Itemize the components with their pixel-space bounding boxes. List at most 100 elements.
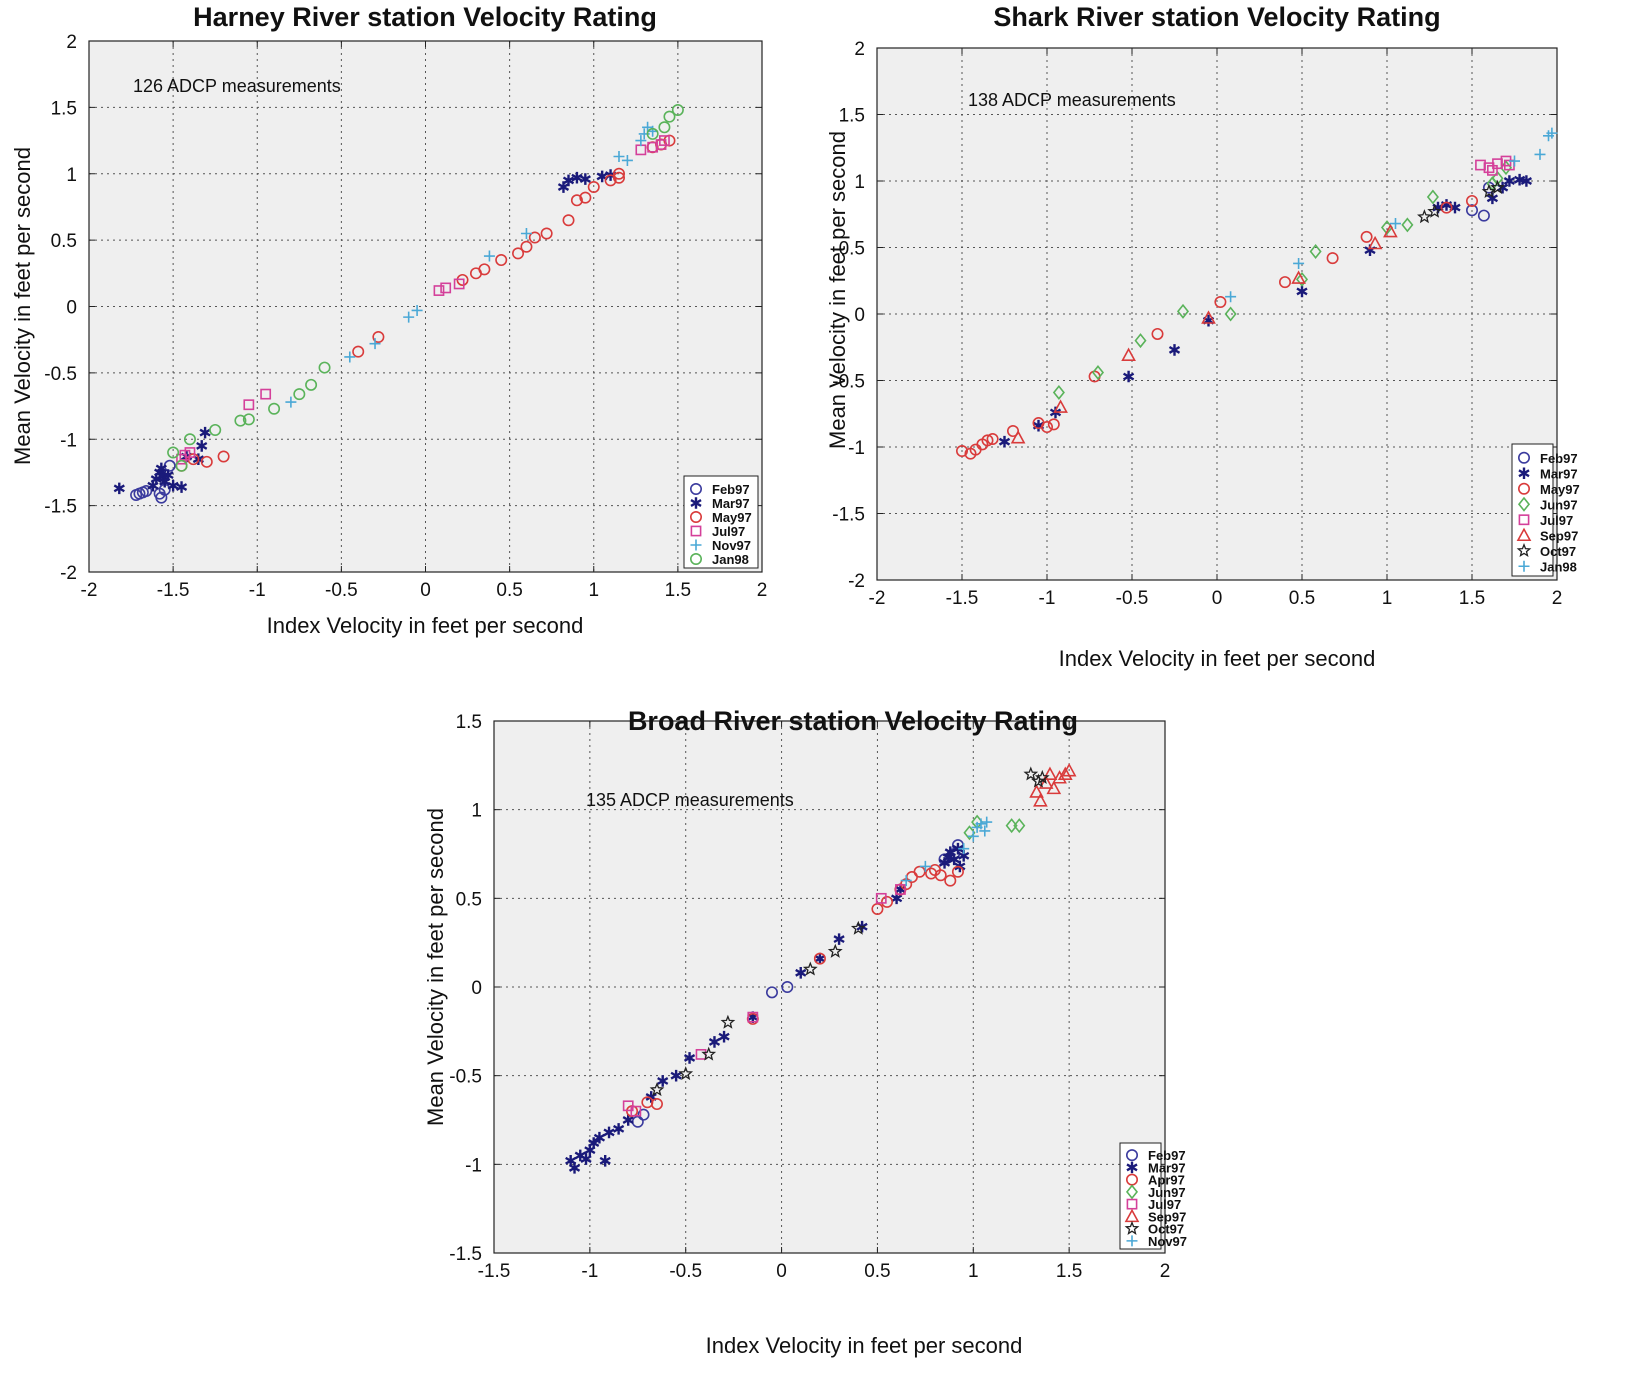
y-tick-label: 1 — [471, 801, 482, 822]
measurement-count-annotation: 126 ADCP measurements — [133, 76, 341, 96]
data-point — [162, 469, 174, 481]
data-point — [881, 895, 894, 908]
legend-label: Jul97 — [1148, 1197, 1181, 1212]
legend-label: Feb97 — [712, 482, 750, 497]
legend-marker — [689, 510, 702, 523]
data-point — [1546, 127, 1558, 139]
data-point — [175, 481, 188, 493]
legend-box — [1119, 1142, 1162, 1250]
data-point — [1033, 793, 1048, 807]
legend-label: Jul97 — [1540, 513, 1573, 528]
data-point — [113, 482, 125, 495]
data-point — [1029, 784, 1044, 798]
y-tick-label: -1 — [465, 1155, 482, 1176]
x-tick-label: 0.5 — [496, 580, 522, 601]
legend-label: May97 — [1540, 482, 1580, 497]
data-point — [155, 491, 168, 504]
data-point — [718, 1030, 730, 1043]
data-point — [1309, 244, 1322, 259]
data-point — [478, 263, 491, 276]
series-Jan98 — [1225, 127, 1558, 303]
data-point — [1383, 223, 1398, 238]
data-point — [650, 1098, 663, 1111]
data-point — [571, 171, 583, 184]
data-point — [411, 304, 423, 316]
legend-marker — [690, 497, 702, 509]
series-Mar97 — [113, 169, 617, 495]
data-point — [140, 485, 153, 498]
data-point — [1487, 164, 1498, 176]
y-tick-label: 0 — [854, 305, 865, 326]
data-point — [951, 865, 964, 878]
data-point — [720, 1014, 736, 1029]
data-point — [1031, 773, 1046, 788]
data-point — [1041, 421, 1054, 434]
data-point — [175, 459, 188, 472]
x-tick-label: -1.5 — [157, 580, 190, 601]
legend-marker — [1518, 451, 1531, 464]
legend-box — [1511, 443, 1554, 577]
chart-broad: -1.5 -1 -0.5 0 0.5 1 1.5 2 -1.5 -1 -0.5 0 0.5 1 1.5 Bro… — [423, 706, 1187, 1358]
y-tick-label: 0.5 — [51, 231, 77, 252]
y-tick-label: 1.5 — [839, 106, 865, 127]
data-point — [1168, 344, 1181, 356]
data-point — [293, 388, 306, 401]
legend-label: Sep97 — [1540, 528, 1578, 543]
data-point — [1042, 766, 1058, 781]
data-point — [352, 345, 365, 358]
series-Jun97 — [1052, 160, 1513, 400]
y-tick-label: 0 — [471, 978, 482, 999]
x-tick-label: 2 — [757, 580, 768, 601]
series-Sep97 — [1010, 223, 1398, 444]
chart-title: Broad River station Velocity Rating — [628, 706, 1078, 736]
grid — [89, 41, 762, 572]
y-tick-label: 2 — [854, 39, 865, 60]
data-point — [1509, 155, 1520, 167]
x-tick-label: -0.5 — [669, 1261, 702, 1282]
data-point — [630, 1105, 642, 1117]
data-point — [318, 361, 331, 374]
legend-label: Jun97 — [1148, 1185, 1186, 1200]
data-point — [372, 331, 385, 344]
data-point — [802, 961, 818, 976]
data-point — [622, 1114, 634, 1126]
data-point — [1091, 365, 1105, 380]
x-axis-label: Index Velocity in feet per second — [1059, 646, 1376, 671]
data-point — [895, 884, 906, 895]
legend-label: Mar97 — [712, 496, 750, 511]
series-May97 — [955, 194, 1479, 460]
data-point — [871, 902, 884, 915]
data-point — [678, 1066, 694, 1081]
data-point — [234, 414, 247, 427]
y-tick-label: -0.5 — [449, 1067, 482, 1088]
x-tick-label: 0 — [1212, 588, 1223, 609]
data-point — [593, 1131, 606, 1144]
chart-harney: -2 -1.5 -1 -0.5 0 0.5 1 1.5 2 -2 -1.5 -1 -0.5 0 0.5 1 1.… — [10, 2, 767, 638]
x-axis-label: Index Velocity in feet per second — [706, 1333, 1023, 1358]
data-point — [1052, 770, 1067, 784]
legend-marker — [1518, 467, 1530, 480]
x-tick-label: 1.5 — [1459, 588, 1485, 609]
legend-label: Sep97 — [1148, 1209, 1186, 1224]
data-point — [1214, 296, 1227, 309]
x-tick-label: -1 — [249, 580, 266, 601]
data-point — [1013, 818, 1026, 834]
legend-label: Jun97 — [1540, 497, 1578, 512]
data-point — [599, 1154, 611, 1167]
legend-label: Jan98 — [712, 552, 749, 567]
data-point — [1326, 252, 1339, 265]
data-point — [1052, 384, 1065, 400]
data-point — [1466, 194, 1479, 207]
data-point — [1038, 775, 1054, 789]
data-point — [814, 952, 826, 965]
y-tick-label: -1.5 — [44, 497, 77, 518]
chart-shark: -2 -1.5 -1 -0.5 0 0.5 1 1.5 2 -2 -1.5 -1 -0.5 0 0.5 1 1.… — [825, 2, 1580, 671]
x-tick-label: -1.5 — [478, 1261, 511, 1282]
y-tick-label: -2 — [60, 563, 77, 584]
data-point — [919, 860, 931, 872]
data-point — [671, 104, 684, 117]
legend-label: Apr97 — [1148, 1173, 1185, 1188]
data-point — [344, 351, 356, 363]
data-point — [827, 943, 843, 958]
